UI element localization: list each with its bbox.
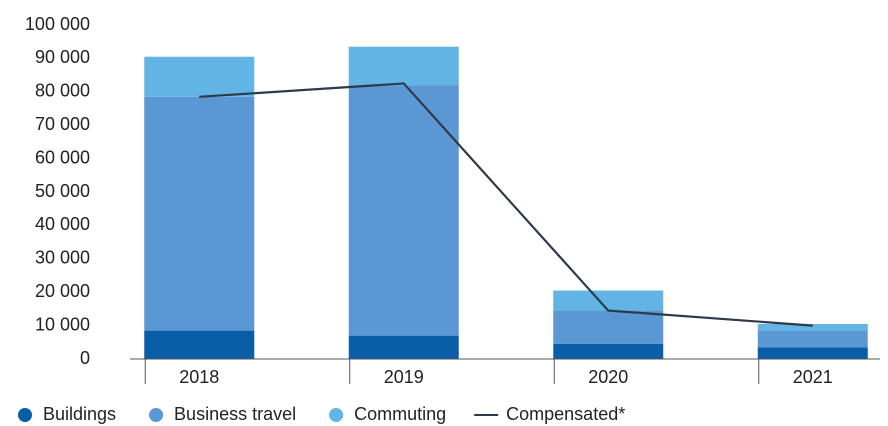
bar-segment xyxy=(553,343,664,359)
bar-segment xyxy=(144,96,255,331)
legend-label: Business travel xyxy=(174,404,296,424)
y-tick-label: 70 000 xyxy=(35,114,90,134)
y-tick-label: 0 xyxy=(80,348,90,368)
bar-segment xyxy=(144,56,255,97)
legend-swatch xyxy=(149,408,164,422)
y-tick-label: 40 000 xyxy=(35,214,90,234)
bar-segment xyxy=(144,330,255,359)
y-tick-label: 50 000 xyxy=(35,181,90,201)
bar-segment xyxy=(553,310,664,344)
bar-segment xyxy=(553,290,664,311)
bar-segment xyxy=(757,330,868,348)
y-tick-label: 100 000 xyxy=(25,14,90,34)
x-tick-label: 2018 xyxy=(179,367,219,387)
y-tick-label: 20 000 xyxy=(35,281,90,301)
legend-label: Buildings xyxy=(43,404,116,424)
y-tick-label: 10 000 xyxy=(35,314,90,334)
line-series xyxy=(199,82,813,327)
bar-segment xyxy=(348,335,459,359)
y-tick-label: 30 000 xyxy=(35,248,90,268)
legend-swatch xyxy=(329,408,344,422)
x-tick-label: 2019 xyxy=(384,367,424,387)
legend-swatch xyxy=(18,408,32,422)
y-tick-label: 80 000 xyxy=(35,81,90,101)
y-tick-label: 60 000 xyxy=(35,147,90,167)
bar-segment xyxy=(348,46,459,86)
legend-label: Commuting xyxy=(354,404,446,424)
x-tick-label: 2021 xyxy=(793,367,833,387)
bar-segment xyxy=(348,85,459,336)
bar-segment xyxy=(757,323,868,331)
y-tick-label: 90 000 xyxy=(35,47,90,67)
bar-segment xyxy=(757,347,868,359)
legend-label: Compensated* xyxy=(506,404,625,424)
x-tick-label: 2020 xyxy=(588,367,628,387)
